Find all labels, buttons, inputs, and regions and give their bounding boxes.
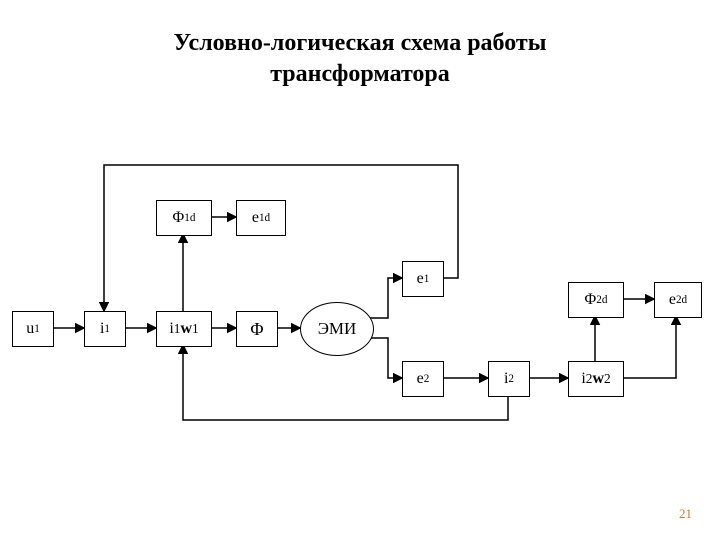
node-e2: e2 — [402, 361, 444, 397]
node-i1w1: i1w1 — [156, 311, 212, 347]
node-e2d: e2d — [654, 282, 702, 318]
diagram-edges — [0, 0, 720, 540]
node-e1d: e1d — [236, 200, 286, 236]
node-i2: i2 — [488, 361, 530, 397]
page-number: 21 — [679, 506, 692, 522]
node-phi1d: Φ1d — [156, 200, 212, 236]
node-i2w2: i2w2 — [568, 361, 624, 397]
node-emi: ЭМИ — [300, 302, 374, 356]
node-phi: Φ — [236, 311, 278, 347]
node-u1: u1 — [12, 311, 54, 347]
node-phi2d: Φ2d — [568, 282, 624, 318]
node-e1: e1 — [402, 261, 444, 297]
node-i1: i1 — [84, 311, 126, 347]
